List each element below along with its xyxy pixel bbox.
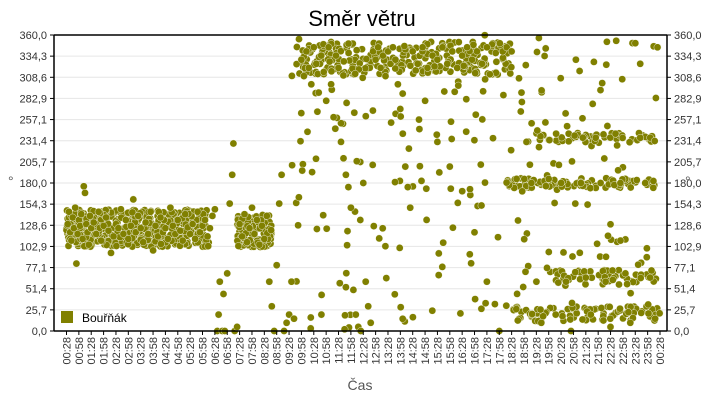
- x-tick-label: 17:58: [494, 337, 506, 365]
- y-tick-label-right: 231,4: [674, 136, 702, 148]
- x-tick-label: 10:58: [321, 337, 333, 365]
- y-tick-label-right: 180,0: [674, 178, 702, 190]
- y-tick-label: 51,4: [26, 284, 47, 296]
- x-tick-label: 02:58: [123, 337, 135, 365]
- y-tick-label-right: 205,7: [674, 157, 702, 169]
- x-tick-label: 06:28: [210, 337, 222, 365]
- x-tick-label: 20:58: [568, 337, 580, 365]
- x-tick-label: 07:58: [247, 337, 259, 365]
- y-tick-label: 154,3: [19, 199, 47, 211]
- y-tick-label: 205,7: [19, 157, 47, 169]
- y-tick-label-right: 0,0: [674, 326, 689, 338]
- axes: [50, 34, 671, 335]
- y-tick-label: 25,7: [26, 305, 47, 317]
- x-tick-label: 16:28: [457, 337, 469, 365]
- x-tick-label: 17:28: [482, 337, 494, 365]
- x-tick-label: 00:28: [655, 337, 667, 365]
- x-tick-label: 11:58: [346, 337, 358, 364]
- y-axis-right-ticks: 0,0 25,7 51,4 77,1 102,9 128,6 154,3 180,0 205,7…: [674, 30, 702, 338]
- x-tick-label: 09:28: [284, 337, 296, 365]
- y-tick-label: 231,4: [19, 136, 47, 148]
- legend-swatch: [61, 311, 73, 323]
- x-tick-label: 02:28: [111, 337, 123, 365]
- x-tick-label: 03:58: [148, 337, 160, 365]
- y-tick-label: 0,0: [32, 326, 47, 338]
- x-tick-label: 21:58: [593, 337, 605, 365]
- chart-title: Směr větru: [308, 6, 416, 31]
- y-tick-label-right: 102,9: [674, 241, 702, 253]
- x-tick-label: 19:28: [531, 337, 543, 365]
- x-tick-label: 08:58: [272, 337, 284, 365]
- y-tick-label-right: 257,1: [674, 115, 702, 127]
- x-tick-label: 13:58: [395, 337, 407, 365]
- y-tick-label-right: 77,1: [674, 263, 695, 275]
- x-tick-label: 13:28: [383, 337, 395, 365]
- y-tick-label-right: 51,4: [674, 284, 695, 296]
- x-axis-ticks: 00:28 00:58 01:28 01:58 02:28 02:58 03:28 03:58…: [62, 337, 668, 365]
- y-tick-label-right: 154,3: [674, 199, 702, 211]
- legend: Bouřňák: [61, 311, 128, 325]
- x-tick-label: 07:28: [235, 337, 247, 365]
- x-tick-label: 22:58: [618, 337, 630, 365]
- data-points: [62, 31, 664, 335]
- y-tick-label: 334,3: [19, 51, 47, 63]
- y-tick-label: 282,9: [19, 93, 47, 105]
- x-tick-label: 22:28: [606, 337, 618, 365]
- x-tick-label: 10:28: [309, 337, 321, 365]
- x-tick-label: 11:28: [334, 337, 346, 364]
- y-tick-label-right: 360,0: [674, 30, 702, 42]
- y-tick-label: 180,0: [19, 178, 47, 190]
- y-tick-label: 77,1: [26, 263, 47, 275]
- x-tick-label: 01:58: [99, 337, 111, 365]
- x-tick-label: 19:58: [544, 337, 556, 365]
- y-tick-label: 360,0: [19, 30, 47, 42]
- x-tick-label: 06:58: [222, 337, 234, 365]
- x-tick-label: 04:28: [160, 337, 172, 365]
- x-tick-label: 15:28: [432, 337, 444, 365]
- x-tick-label: 08:28: [259, 337, 271, 365]
- y-tick-label: 257,1: [19, 115, 47, 127]
- x-tick-label: 00:58: [74, 337, 86, 365]
- y-tick-label-right: 282,9: [674, 93, 702, 105]
- x-tick-label: 23:28: [630, 337, 642, 365]
- y-tick-label: 308,6: [19, 72, 47, 84]
- y-tick-label: 128,6: [19, 220, 47, 232]
- y-tick-label: 102,9: [19, 241, 47, 253]
- y-axis-label: °: [8, 173, 14, 189]
- legend-label: Bouřňák: [82, 311, 128, 325]
- x-tick-label: 04:58: [173, 337, 185, 365]
- x-tick-label: 20:28: [556, 337, 568, 365]
- x-tick-label: 05:58: [198, 337, 210, 365]
- y-tick-label-right: 128,6: [674, 220, 702, 232]
- x-tick-label: 15:58: [445, 337, 457, 365]
- x-tick-label: 01:28: [86, 337, 98, 365]
- y-tick-label-right: 25,7: [674, 305, 695, 317]
- x-tick-label: 14:58: [420, 337, 432, 365]
- x-tick-label: 23:58: [643, 337, 655, 365]
- x-tick-label: 18:58: [519, 337, 531, 365]
- y-tick-label-right: 334,3: [674, 51, 702, 63]
- x-tick-label: 03:28: [136, 337, 148, 365]
- x-tick-label: 14:28: [408, 337, 420, 365]
- x-tick-label: 05:28: [185, 337, 197, 365]
- x-tick-label: 21:28: [581, 337, 593, 365]
- x-tick-label: 09:58: [296, 337, 308, 365]
- x-tick-label: 16:58: [470, 337, 482, 365]
- y-tick-label-right: 308,6: [674, 72, 702, 84]
- x-tick-label: 12:28: [358, 337, 370, 365]
- x-tick-label: 12:58: [371, 337, 383, 365]
- y-axis-left-ticks: 0,0 25,7 51,4 77,1 102,9 128,6 154,3 180,0 205,7…: [19, 30, 47, 338]
- x-tick-label: 18:28: [507, 337, 519, 365]
- y-axis-label-right: °: [685, 173, 691, 189]
- x-tick-label: 00:28: [62, 337, 74, 365]
- x-axis-label: Čas: [348, 377, 373, 393]
